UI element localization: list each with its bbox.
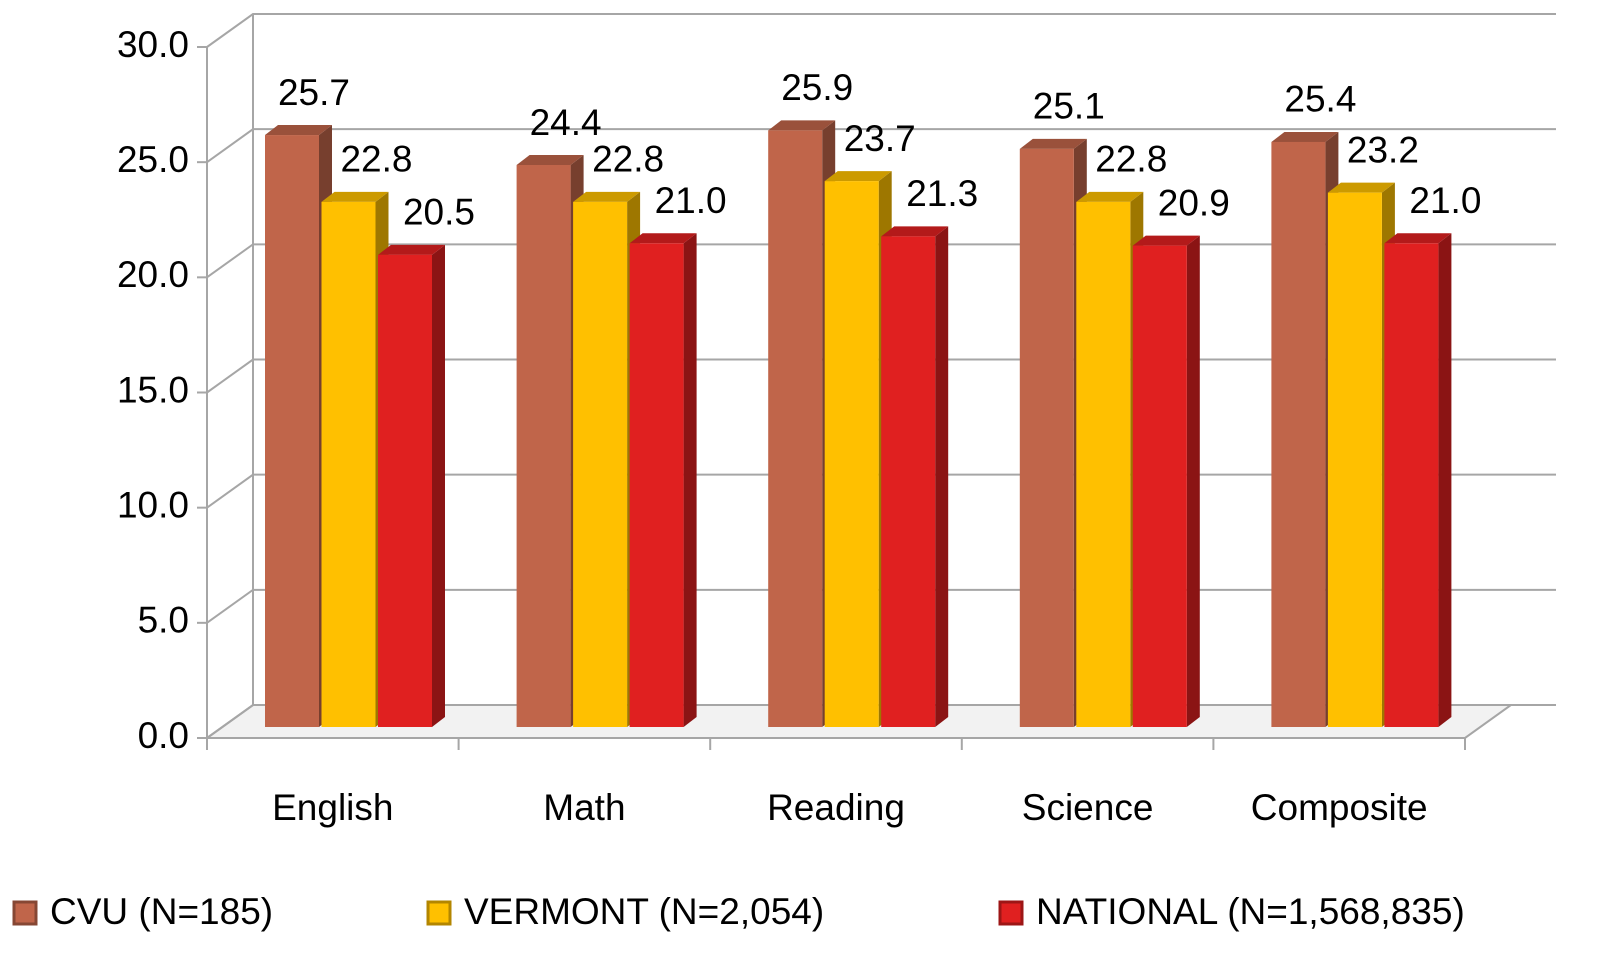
value-label: 21.3: [906, 173, 978, 214]
bar: [1076, 201, 1131, 728]
bar: [378, 254, 432, 728]
legend-label: NATIONAL (N=1,568,835): [1036, 891, 1465, 932]
value-label: 25.1: [1033, 86, 1105, 127]
grid-line: [206, 128, 1556, 163]
y-tick-label: 10.0: [117, 484, 189, 525]
bar-side: [1438, 233, 1452, 728]
bar: [516, 164, 571, 727]
bar-top: [265, 125, 332, 136]
bar-side: [432, 244, 445, 728]
bar: [768, 130, 823, 728]
value-label: 20.5: [403, 192, 475, 233]
x-tick-label: Composite: [1251, 787, 1428, 828]
bar: [824, 181, 879, 728]
x-tick-label: English: [272, 787, 393, 828]
grid-line: [206, 13, 1556, 48]
value-label: 22.8: [1095, 139, 1167, 180]
y-tick-label: 5.0: [138, 600, 189, 641]
legend-label: CVU (N=185): [50, 891, 273, 932]
bar: [1019, 148, 1074, 727]
bar-top: [378, 244, 445, 255]
bar-top: [516, 154, 584, 165]
value-label: 24.4: [530, 102, 602, 143]
bar: [321, 201, 376, 728]
value-label: 21.0: [655, 180, 727, 221]
y-tick-label: 25.0: [117, 139, 189, 180]
legend-swatch: [12, 900, 38, 926]
x-tick-label: Reading: [767, 787, 905, 828]
bar: [1384, 243, 1439, 728]
value-label: 23.2: [1347, 129, 1419, 170]
y-tick-label: 30.0: [117, 24, 189, 65]
value-label: 25.9: [781, 67, 853, 108]
y-tick-label: 0.0: [138, 715, 189, 756]
value-label: 22.8: [592, 139, 664, 180]
bar-top: [1019, 138, 1087, 149]
value-label: 20.9: [1158, 182, 1230, 223]
bar-side: [935, 226, 949, 727]
value-label: 25.4: [1284, 79, 1356, 120]
bar-top: [1327, 182, 1395, 193]
bar-top: [1076, 191, 1144, 202]
legend-swatch: [998, 900, 1024, 926]
value-label: 23.7: [844, 118, 916, 159]
bar: [265, 135, 319, 727]
bar-top: [881, 226, 949, 237]
legend-label: VERMONT (N=2,054): [464, 891, 824, 932]
y-tick-label: 20.0: [117, 254, 189, 295]
bar-side: [683, 233, 697, 728]
bar: [1327, 192, 1382, 728]
bar-top: [629, 233, 697, 244]
legend-swatch: [426, 900, 452, 926]
x-tick-label: Math: [543, 787, 625, 828]
bar: [629, 243, 684, 728]
bar-top: [1384, 233, 1452, 244]
bar-side: [1186, 235, 1200, 727]
bar-top: [573, 191, 641, 202]
bar: [1132, 245, 1187, 727]
bar-top: [1132, 235, 1200, 246]
x-tick-label: Science: [1022, 787, 1154, 828]
value-label: 22.8: [340, 139, 412, 180]
bar-top: [321, 191, 389, 202]
bar: [1271, 141, 1326, 727]
value-label: 25.7: [278, 72, 350, 113]
bar-top: [824, 171, 892, 182]
bar-top: [1271, 131, 1339, 142]
bar-top: [768, 120, 836, 131]
bar: [881, 236, 936, 727]
value-label: 21.0: [1409, 180, 1481, 221]
bar: [573, 201, 628, 728]
y-tick-label: 15.0: [117, 369, 189, 410]
